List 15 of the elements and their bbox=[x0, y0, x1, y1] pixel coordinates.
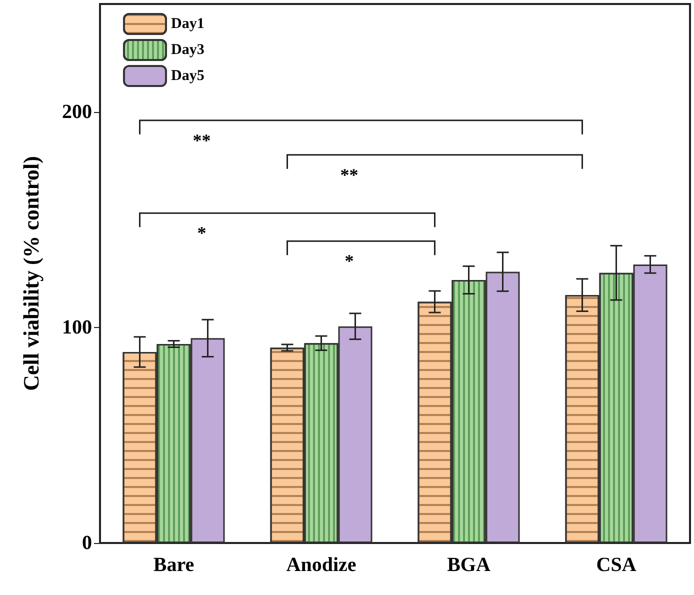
legend-label: Day5 bbox=[171, 68, 204, 84]
x-tick-label: BGA bbox=[447, 554, 491, 576]
y-tick-label: 100 bbox=[62, 316, 92, 338]
annotation: * bbox=[344, 251, 354, 272]
y-tick-label: 200 bbox=[62, 100, 92, 123]
legend-label: Day1 bbox=[171, 16, 204, 32]
annotation: ** bbox=[340, 164, 358, 185]
y-tick-label: 0 bbox=[82, 532, 92, 554]
annotation: * bbox=[197, 223, 206, 244]
x-tick-label: CSA bbox=[596, 554, 637, 576]
y-axis-title: Cell viability (% control) bbox=[18, 156, 44, 391]
x-tick-label: Bare bbox=[153, 554, 194, 576]
x-tick-label: Anodize bbox=[286, 554, 356, 576]
legend-label: Day3 bbox=[171, 42, 204, 58]
annotation: ** bbox=[192, 130, 211, 150]
